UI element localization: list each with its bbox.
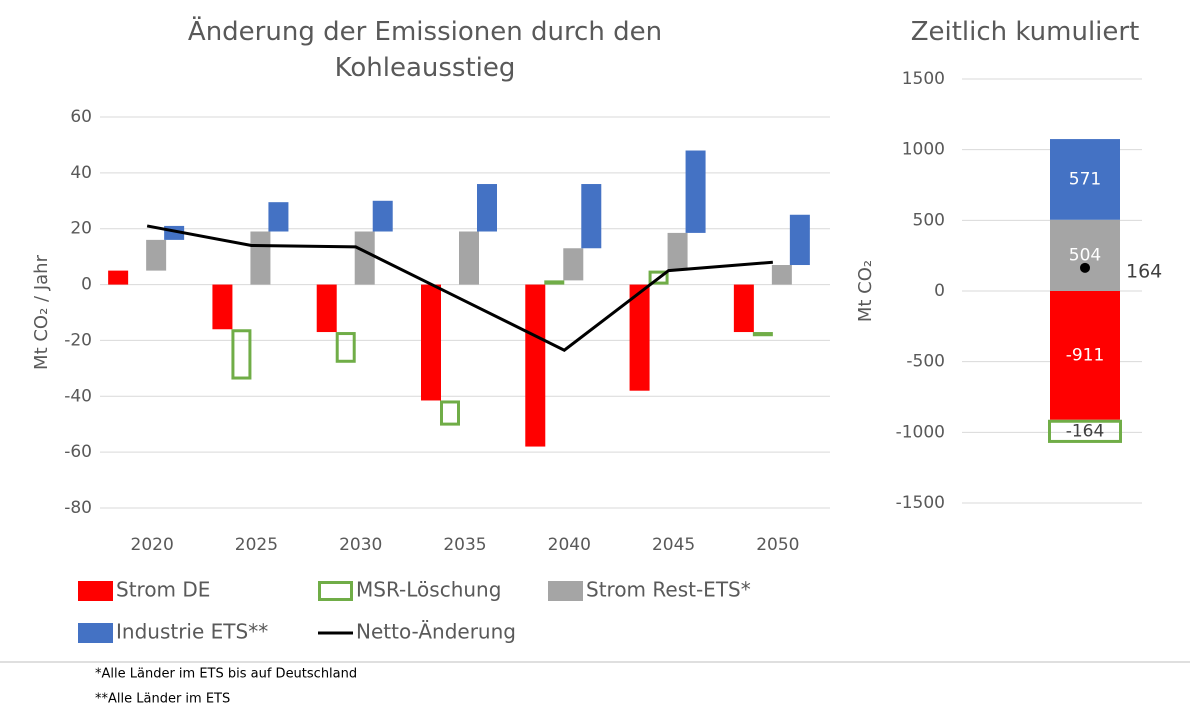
x-tick-label: 2020: [131, 535, 174, 555]
y-tick-label: -1000: [896, 422, 945, 442]
dot: [1080, 262, 1090, 273]
bar: [752, 332, 773, 337]
legend-swatch: [318, 581, 353, 601]
bar: [354, 231, 375, 285]
y-axis-label: Mt CO₂: [855, 260, 876, 322]
bar: [268, 202, 289, 232]
bar: [544, 280, 565, 285]
bar: [372, 200, 393, 232]
legend-label: Strom Rest-ETS*: [586, 578, 751, 602]
legend-label: Netto-Änderung: [356, 620, 516, 644]
y-tick-label: 1000: [902, 140, 945, 160]
bar: [563, 248, 584, 281]
bar: [581, 184, 602, 249]
y-tick-label: -80: [64, 498, 92, 518]
y-tick-label: 40: [70, 163, 92, 183]
bar: [667, 232, 688, 271]
legend-swatch: [548, 581, 583, 601]
data-label: 504: [1069, 245, 1101, 265]
bar: [316, 284, 337, 333]
bar: [335, 332, 356, 363]
bar: [421, 284, 441, 401]
x-tick-label: 2045: [652, 535, 695, 555]
bar: [771, 265, 792, 285]
bar: [477, 184, 497, 232]
bar: [789, 214, 810, 266]
bar: [1050, 219, 1120, 291]
bar: [250, 231, 271, 285]
bar: [525, 284, 546, 447]
bar: [440, 400, 460, 426]
legend-swatch: [78, 581, 113, 601]
bar: [1048, 419, 1122, 443]
bar: [459, 231, 479, 285]
footnote: **Alle Länder im ETS: [95, 692, 230, 707]
bar: [648, 270, 669, 285]
x-tick-label: 2030: [339, 535, 382, 555]
y-tick-label: 20: [70, 219, 92, 239]
y-tick-label: -20: [64, 330, 92, 350]
data-label: -164: [1066, 421, 1105, 441]
bar: [212, 284, 233, 330]
data-label: 164: [1126, 260, 1162, 282]
y-tick-label: 1500: [902, 69, 945, 89]
footnote: *Alle Länder im ETS bis auf Deutschland: [95, 667, 357, 682]
x-tick-label: 2050: [756, 535, 799, 555]
line: [146, 224, 773, 352]
data-label: 571: [1069, 169, 1101, 189]
bar: [108, 270, 129, 285]
y-tick-label: -40: [64, 386, 92, 406]
bar: [146, 239, 167, 271]
chart-title: Änderung der Emissionen durch den Kohlea…: [187, 17, 663, 83]
legend-label: MSR-Löschung: [356, 578, 501, 602]
bar: [1050, 291, 1120, 420]
legend-label: Industrie ETS**: [116, 620, 268, 644]
x-tick-label: 2025: [235, 535, 278, 555]
y-axis-label: Mt CO₂ / Jahr: [31, 254, 52, 370]
y-tick-label: -500: [906, 352, 945, 372]
legend-swatch: [78, 623, 113, 643]
chart-title: Zeitlich kumuliert: [910, 17, 1140, 47]
bar: [629, 284, 650, 391]
bar: [685, 150, 706, 233]
legend-label: Strom DE: [116, 578, 210, 602]
y-tick-label: 60: [70, 107, 92, 127]
x-tick-label: 2040: [548, 535, 591, 555]
y-tick-label: 0: [81, 275, 92, 295]
x-tick-label: 2035: [443, 535, 486, 555]
bar: [231, 329, 252, 380]
data-label: -911: [1066, 345, 1105, 365]
y-tick-label: -1500: [896, 493, 945, 513]
y-tick-label: 0: [934, 281, 945, 301]
bar: [733, 284, 754, 333]
y-tick-label: -60: [64, 442, 92, 462]
bar: [1050, 139, 1120, 220]
y-tick-label: 500: [913, 210, 945, 230]
